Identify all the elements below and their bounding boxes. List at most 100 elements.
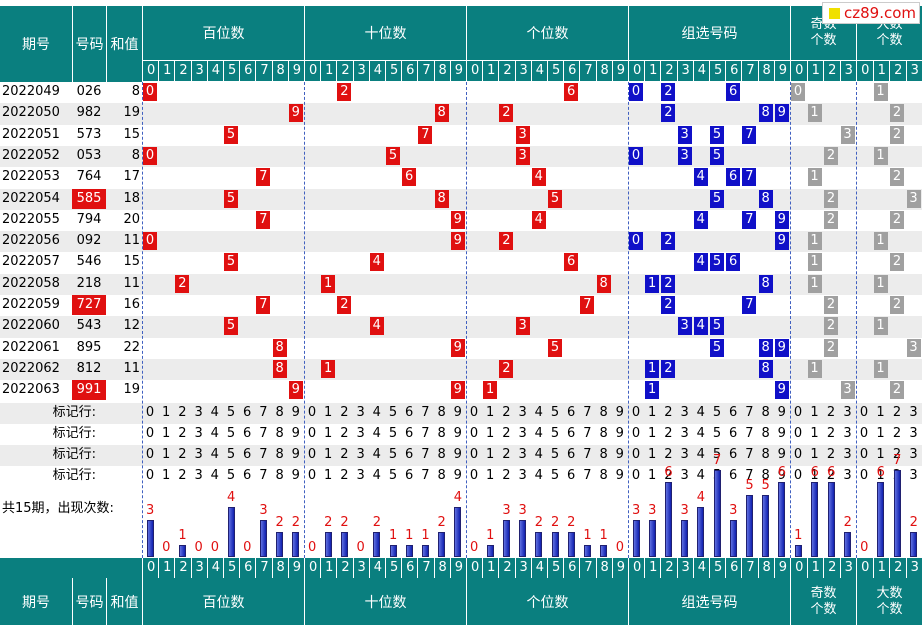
marker-digit[interactable]: 2: [664, 404, 673, 420]
marker-digit[interactable]: 9: [291, 446, 300, 462]
marker-digit[interactable]: 7: [745, 404, 754, 420]
marker-digit[interactable]: 0: [793, 446, 803, 462]
marker-digit[interactable]: 9: [777, 425, 786, 441]
marker-digit[interactable]: 8: [275, 467, 284, 483]
marker-digit[interactable]: 5: [550, 425, 560, 441]
marker-digit[interactable]: 7: [421, 467, 430, 483]
marker-digit[interactable]: 6: [405, 446, 414, 462]
marker-digit[interactable]: 3: [680, 446, 689, 462]
marker-digit[interactable]: 0: [469, 446, 479, 462]
marker-digit[interactable]: 7: [421, 404, 430, 420]
marker-digit[interactable]: 5: [388, 425, 398, 441]
marker-digit[interactable]: 2: [340, 425, 349, 441]
marker-digit[interactable]: 6: [567, 425, 576, 441]
marker-digit[interactable]: 1: [648, 425, 657, 441]
marker-digit[interactable]: 0: [307, 425, 317, 441]
marker-digit[interactable]: 1: [162, 404, 171, 420]
marker-digit[interactable]: 5: [226, 404, 236, 420]
marker-digit[interactable]: 0: [469, 467, 479, 483]
marker-digit[interactable]: 2: [664, 446, 673, 462]
marker-digit[interactable]: 4: [372, 425, 381, 441]
marker-digit[interactable]: 3: [909, 446, 918, 462]
marker-digit[interactable]: 3: [909, 467, 918, 483]
marker-digit[interactable]: 7: [421, 446, 430, 462]
marker-digit[interactable]: 1: [810, 467, 819, 483]
marker-digit[interactable]: 6: [243, 425, 252, 441]
marker-digit[interactable]: 9: [453, 404, 462, 420]
marker-digit[interactable]: 2: [340, 467, 349, 483]
marker-digit[interactable]: 1: [876, 404, 885, 420]
marker-digit[interactable]: 8: [761, 467, 770, 483]
marker-digit[interactable]: 1: [810, 404, 819, 420]
marker-row-label[interactable]: 标记行:: [52, 404, 96, 420]
marker-digit[interactable]: 1: [324, 425, 333, 441]
marker-digit[interactable]: 5: [712, 404, 722, 420]
marker-digit[interactable]: 3: [518, 446, 527, 462]
marker-digit[interactable]: 4: [534, 446, 543, 462]
marker-digit[interactable]: 1: [162, 446, 171, 462]
marker-digit[interactable]: 2: [892, 404, 902, 420]
marker-digit[interactable]: 6: [729, 425, 738, 441]
marker-digit[interactable]: 0: [307, 467, 317, 483]
marker-digit[interactable]: 7: [259, 446, 268, 462]
marker-digit[interactable]: 7: [259, 467, 268, 483]
marker-digit[interactable]: 2: [892, 425, 902, 441]
marker-digit[interactable]: 5: [712, 425, 722, 441]
marker-digit[interactable]: 8: [761, 425, 770, 441]
marker-digit[interactable]: 0: [793, 467, 803, 483]
marker-digit[interactable]: 6: [405, 467, 414, 483]
marker-digit[interactable]: 6: [405, 425, 414, 441]
marker-digit[interactable]: 9: [453, 425, 462, 441]
marker-digit[interactable]: 1: [324, 446, 333, 462]
marker-digit[interactable]: 3: [843, 467, 852, 483]
marker-digit[interactable]: 8: [275, 446, 284, 462]
marker-digit[interactable]: 6: [405, 404, 414, 420]
marker-digit[interactable]: 6: [243, 404, 252, 420]
marker-digit[interactable]: 7: [583, 425, 592, 441]
marker-digit[interactable]: 3: [194, 446, 203, 462]
marker-digit[interactable]: 9: [615, 467, 624, 483]
marker-row-label[interactable]: 标记行:: [52, 446, 96, 462]
marker-digit[interactable]: 8: [275, 404, 284, 420]
marker-digit[interactable]: 2: [340, 404, 349, 420]
marker-digit[interactable]: 3: [680, 425, 689, 441]
marker-digit[interactable]: 2: [664, 467, 673, 483]
marker-digit[interactable]: 9: [453, 467, 462, 483]
marker-digit[interactable]: 5: [226, 446, 236, 462]
marker-digit[interactable]: 0: [307, 404, 317, 420]
marker-digit[interactable]: 4: [372, 467, 381, 483]
marker-digit[interactable]: 3: [518, 467, 527, 483]
marker-digit[interactable]: 6: [729, 446, 738, 462]
marker-digit[interactable]: 1: [324, 467, 333, 483]
marker-digit[interactable]: 1: [486, 404, 495, 420]
marker-digit[interactable]: 1: [876, 467, 885, 483]
marker-row-label[interactable]: 标记行:: [52, 467, 96, 483]
marker-digit[interactable]: 6: [729, 467, 738, 483]
marker-digit[interactable]: 5: [226, 467, 236, 483]
marker-digit[interactable]: 1: [486, 467, 495, 483]
marker-digit[interactable]: 2: [826, 446, 836, 462]
marker-digit[interactable]: 3: [518, 425, 527, 441]
marker-digit[interactable]: 1: [876, 425, 885, 441]
marker-digit[interactable]: 4: [210, 425, 219, 441]
marker-digit[interactable]: 4: [210, 446, 219, 462]
marker-digit[interactable]: 4: [534, 425, 543, 441]
marker-digit[interactable]: 2: [502, 467, 511, 483]
marker-digit[interactable]: 2: [178, 404, 187, 420]
marker-digit[interactable]: 0: [145, 404, 155, 420]
marker-digit[interactable]: 0: [859, 425, 869, 441]
marker-digit[interactable]: 4: [696, 446, 705, 462]
marker-digit[interactable]: 4: [534, 404, 543, 420]
marker-digit[interactable]: 2: [892, 446, 902, 462]
marker-row-label[interactable]: 标记行:: [52, 425, 96, 441]
marker-digit[interactable]: 3: [909, 425, 918, 441]
marker-digit[interactable]: 2: [178, 425, 187, 441]
marker-digit[interactable]: 0: [859, 404, 869, 420]
marker-digit[interactable]: 8: [437, 446, 446, 462]
marker-digit[interactable]: 1: [810, 425, 819, 441]
marker-digit[interactable]: 7: [745, 467, 754, 483]
marker-digit[interactable]: 0: [631, 446, 641, 462]
marker-digit[interactable]: 0: [469, 425, 479, 441]
marker-digit[interactable]: 3: [356, 446, 365, 462]
marker-digit[interactable]: 1: [486, 425, 495, 441]
